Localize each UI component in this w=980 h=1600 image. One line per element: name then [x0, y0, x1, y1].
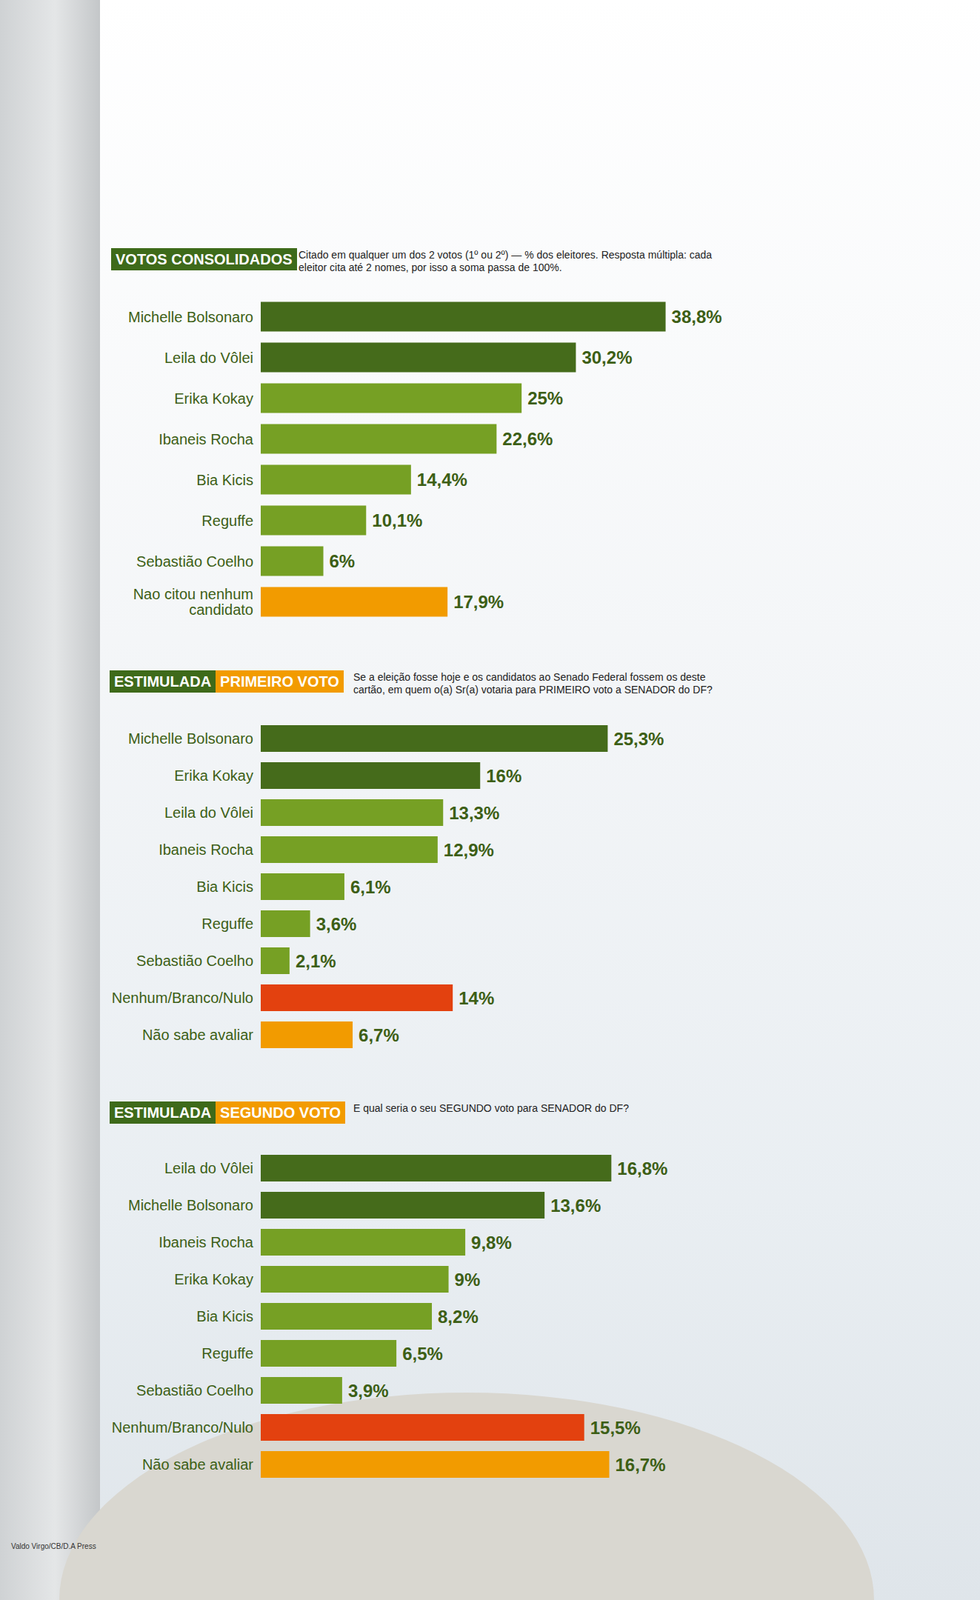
html-text:Se a eleição fosse hoje e os c: Se a eleição fosse hoje e os candidatos … — [353, 671, 713, 696]
svg-text:16,8%: 16,8% — [617, 1158, 668, 1179]
svg-text:Não sabe avaliar: Não sabe avaliar — [142, 1456, 254, 1473]
svg-text:6,5%: 6,5% — [402, 1343, 443, 1364]
svg-text:Leila do Vôlei: Leila do Vôlei — [164, 804, 254, 821]
svg-text:Reguffe: Reguffe — [201, 915, 254, 932]
svg-text:Sebastião Coelho: Sebastião Coelho — [136, 553, 254, 570]
svg-text:Erika Kokay: Erika Kokay — [174, 390, 254, 407]
svg-text:Erika Kokay: Erika Kokay — [174, 767, 254, 784]
html-text:E qual seria o seu SEGUNDO vot: E qual seria o seu SEGUNDO voto para SEN… — [353, 1102, 629, 1115]
svg-text:Reguffe: Reguffe — [201, 512, 254, 529]
svg-text:Erika Kokay: Erika Kokay — [174, 1271, 254, 1288]
svg-text:3,9%: 3,9% — [348, 1380, 389, 1401]
svg-text:Leila do Vôlei: Leila do Vôlei — [164, 1160, 254, 1177]
svg-text:Não sabe avaliar: Não sabe avaliar — [142, 1026, 254, 1043]
svg-text:Sebastião Coelho: Sebastião Coelho — [136, 952, 254, 969]
html-text:VOTOS CONSOLIDADOS Citado em q: VOTOS CONSOLIDADOS Citado em qualquer um… — [115, 248, 712, 274]
svg-text:6%: 6% — [329, 551, 356, 572]
svg-text:25%: 25% — [527, 388, 563, 409]
svg-text:9,8%: 9,8% — [471, 1232, 512, 1253]
svg-text:16,7%: 16,7% — [615, 1454, 666, 1475]
svg-text:2,1%: 2,1% — [295, 951, 337, 972]
svg-text:3,6%: 3,6% — [316, 914, 358, 935]
svg-text:Michelle Bolsonaro: Michelle Bolsonaro — [128, 730, 254, 747]
svg-text:25,3%: 25,3% — [613, 728, 664, 749]
svg-text:Leila do Vôlei: Leila do Vôlei — [164, 349, 254, 366]
svg-text:13,6%: 13,6% — [550, 1195, 601, 1216]
svg-text:Nenhum/Branco/Nulo: Nenhum/Branco/Nulo — [111, 1419, 254, 1436]
svg-text:Ibaneis Rocha: Ibaneis Rocha — [158, 1234, 255, 1251]
svg-text:13,3%: 13,3% — [448, 802, 500, 823]
svg-text:6,7%: 6,7% — [358, 1025, 400, 1046]
svg-text:22,6%: 22,6% — [502, 428, 553, 449]
svg-text:Michelle Bolsonaro: Michelle Bolsonaro — [128, 1197, 254, 1214]
svg-text:16%: 16% — [485, 765, 522, 786]
svg-text:Nenhum/Branco/Nulo: Nenhum/Branco/Nulo — [111, 989, 254, 1006]
svg-text:Ibaneis Rocha: Ibaneis Rocha — [158, 841, 255, 858]
svg-text:9%: 9% — [454, 1269, 481, 1290]
svg-text:Bia Kicis: Bia Kicis — [196, 878, 254, 895]
html-text:SEGUNDO VOTO: SEGUNDO VOTO — [220, 1104, 341, 1121]
svg-text:8,2%: 8,2% — [437, 1306, 479, 1327]
svg-text:Nao citou nenhum: Nao citou nenhum — [133, 585, 254, 603]
svg-text:15,5%: 15,5% — [590, 1417, 641, 1438]
svg-text:14%: 14% — [458, 988, 495, 1009]
svg-text:Ibaneis Rocha: Ibaneis Rocha — [158, 431, 255, 448]
svg-text:Bia Kicis: Bia Kicis — [196, 1308, 254, 1325]
svg-text:Sebastião Coelho: Sebastião Coelho — [136, 1382, 254, 1399]
svg-text:candidato: candidato — [188, 601, 254, 618]
svg-text:12,9%: 12,9% — [443, 840, 495, 860]
svg-text:6,1%: 6,1% — [350, 877, 392, 898]
svg-text:17,9%: 17,9% — [453, 591, 504, 612]
svg-text:30,2%: 30,2% — [581, 347, 632, 368]
svg-text:Reguffe: Reguffe — [201, 1345, 254, 1362]
html-text:PRIMEIRO VOTO: PRIMEIRO VOTO — [220, 673, 340, 690]
html-text:ESTIMULADA: ESTIMULADA — [114, 1104, 212, 1121]
svg-text:10,1%: 10,1% — [371, 510, 423, 531]
svg-text:38,8%: 38,8% — [671, 306, 723, 327]
html-text:ESTIMULADA: ESTIMULADA — [114, 673, 212, 690]
svg-text:14,4%: 14,4% — [417, 469, 468, 490]
html-text:Valdo Virgo/CB/D.A Press: Valdo Virgo/CB/D.A Press — [11, 1542, 97, 1551]
svg-text:Bia Kicis: Bia Kicis — [196, 471, 254, 489]
svg-text:Michelle Bolsonaro: Michelle Bolsonaro — [128, 308, 254, 326]
